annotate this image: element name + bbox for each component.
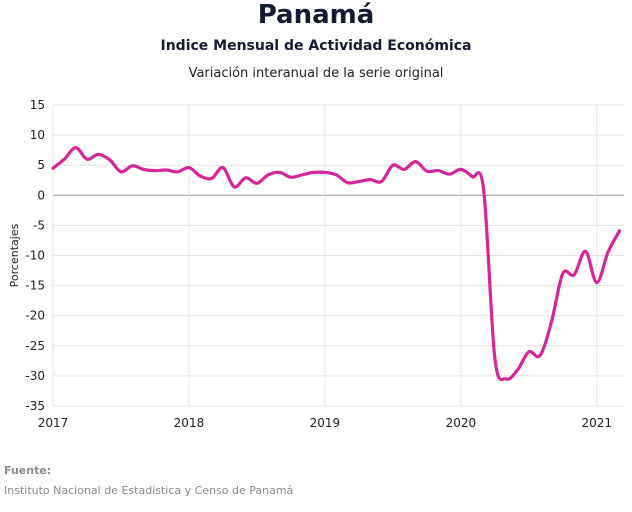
y-tick-label: -5 (33, 218, 45, 232)
x-tick-label: 2017 (38, 416, 69, 430)
chart-subtitle-secondary: Variación interanual de la serie origina… (188, 66, 444, 81)
y-tick-label: 15 (30, 98, 45, 112)
y-tick-label: 5 (37, 158, 45, 172)
x-tick-label: 2021 (582, 416, 613, 430)
x-tick-label: 2018 (174, 416, 205, 430)
y-tick-label: 10 (30, 128, 45, 142)
y-tick-label: -15 (25, 279, 45, 293)
chart-subtitle: Indice Mensual de Actividad Económica (160, 38, 472, 54)
series-line (51, 146, 622, 382)
y-tick-label: -20 (25, 309, 45, 323)
y-tick-label: 0 (37, 188, 45, 202)
y-axis-label: Porcentajes (8, 223, 21, 287)
y-tick-label: -10 (25, 249, 45, 263)
y-tick-label: -30 (25, 369, 45, 383)
y-tick-label: -35 (25, 399, 45, 413)
x-tick-label: 2019 (310, 416, 341, 430)
source-text: Instituto Nacional de Estadística y Cens… (4, 484, 294, 497)
y-tick-label: -25 (25, 339, 45, 353)
chart-title: Panamá (257, 0, 375, 30)
source-label: Fuente: (4, 464, 52, 477)
x-tick-label: 2020 (446, 416, 477, 430)
